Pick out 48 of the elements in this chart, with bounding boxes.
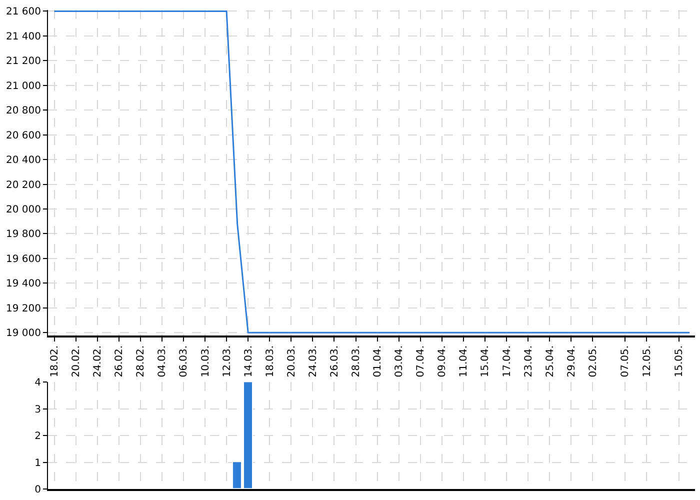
y-tick-label: 21 200 bbox=[6, 56, 41, 68]
x-tick-label: 17.04. bbox=[502, 345, 513, 378]
x-tick-label: 01.04. bbox=[372, 345, 384, 378]
x-tick-label: 10.03. bbox=[200, 345, 212, 378]
y-tick-label: 19 800 bbox=[6, 229, 41, 240]
x-tick-label: 07.04. bbox=[416, 345, 427, 378]
x-tick-label: 14.03. bbox=[243, 345, 254, 378]
x-tick-label: 11.04. bbox=[458, 345, 470, 378]
x-tick-label: 09.04. bbox=[437, 345, 448, 378]
x-tick-label: 18.03. bbox=[264, 345, 276, 378]
y-tick-label: 20 000 bbox=[6, 204, 41, 216]
x-tick-label: 28.02. bbox=[136, 345, 147, 378]
x-tick-label: 20.02. bbox=[71, 345, 82, 378]
x-tick-label: 24.03. bbox=[308, 345, 319, 378]
x-tick-label: 06.03. bbox=[178, 345, 190, 378]
y-tick-label: 1 bbox=[34, 458, 41, 469]
y-tick-label: 3 bbox=[34, 404, 41, 416]
x-tick-label: 18.02. bbox=[50, 345, 60, 378]
y-tick-label: 20 400 bbox=[6, 155, 41, 166]
x-tick-label: 24.02. bbox=[92, 345, 104, 378]
x-tick-label: 23.04. bbox=[523, 345, 534, 378]
y-tick-label: 20 800 bbox=[6, 106, 41, 117]
x-tick-label: 04.03. bbox=[157, 345, 168, 378]
x-tick-label: 26.03. bbox=[329, 345, 340, 378]
y-tick-label: 21 600 bbox=[6, 6, 41, 18]
y-tick-label: 19 400 bbox=[6, 278, 41, 290]
x-tick-label: 15.04. bbox=[480, 345, 492, 378]
x-tick-label: 12.05. bbox=[642, 345, 653, 378]
y-tick-label: 0 bbox=[34, 484, 41, 496]
y-tick-label: 21 400 bbox=[6, 31, 41, 42]
x-tick-label: 02.05. bbox=[588, 345, 599, 378]
y-tick-label: 19 000 bbox=[6, 328, 41, 340]
x-tick-label: 07.05. bbox=[620, 345, 632, 378]
y-tick-label: 4 bbox=[34, 378, 41, 389]
x-tick-label: 28.03. bbox=[351, 345, 362, 378]
x-tick-label: 29.04. bbox=[566, 345, 578, 378]
y-tick-label: 19 600 bbox=[6, 254, 41, 265]
x-tick-label: 12.03. bbox=[222, 345, 233, 378]
x-tick-label: 25.04. bbox=[544, 345, 556, 378]
y-tick-label: 20 600 bbox=[6, 130, 41, 142]
x-tick-label: 26.02. bbox=[114, 345, 126, 378]
y-tick-label: 20 200 bbox=[6, 180, 41, 191]
y-tick-label: 19 200 bbox=[6, 303, 41, 314]
x-tick-label: 15.05. bbox=[674, 345, 686, 378]
x-tick-label: 20.03. bbox=[286, 345, 298, 378]
x-tick-label: 03.04. bbox=[394, 345, 406, 378]
y-tick-label: 2 bbox=[34, 431, 41, 442]
y-tick-label: 21 000 bbox=[6, 80, 41, 92]
